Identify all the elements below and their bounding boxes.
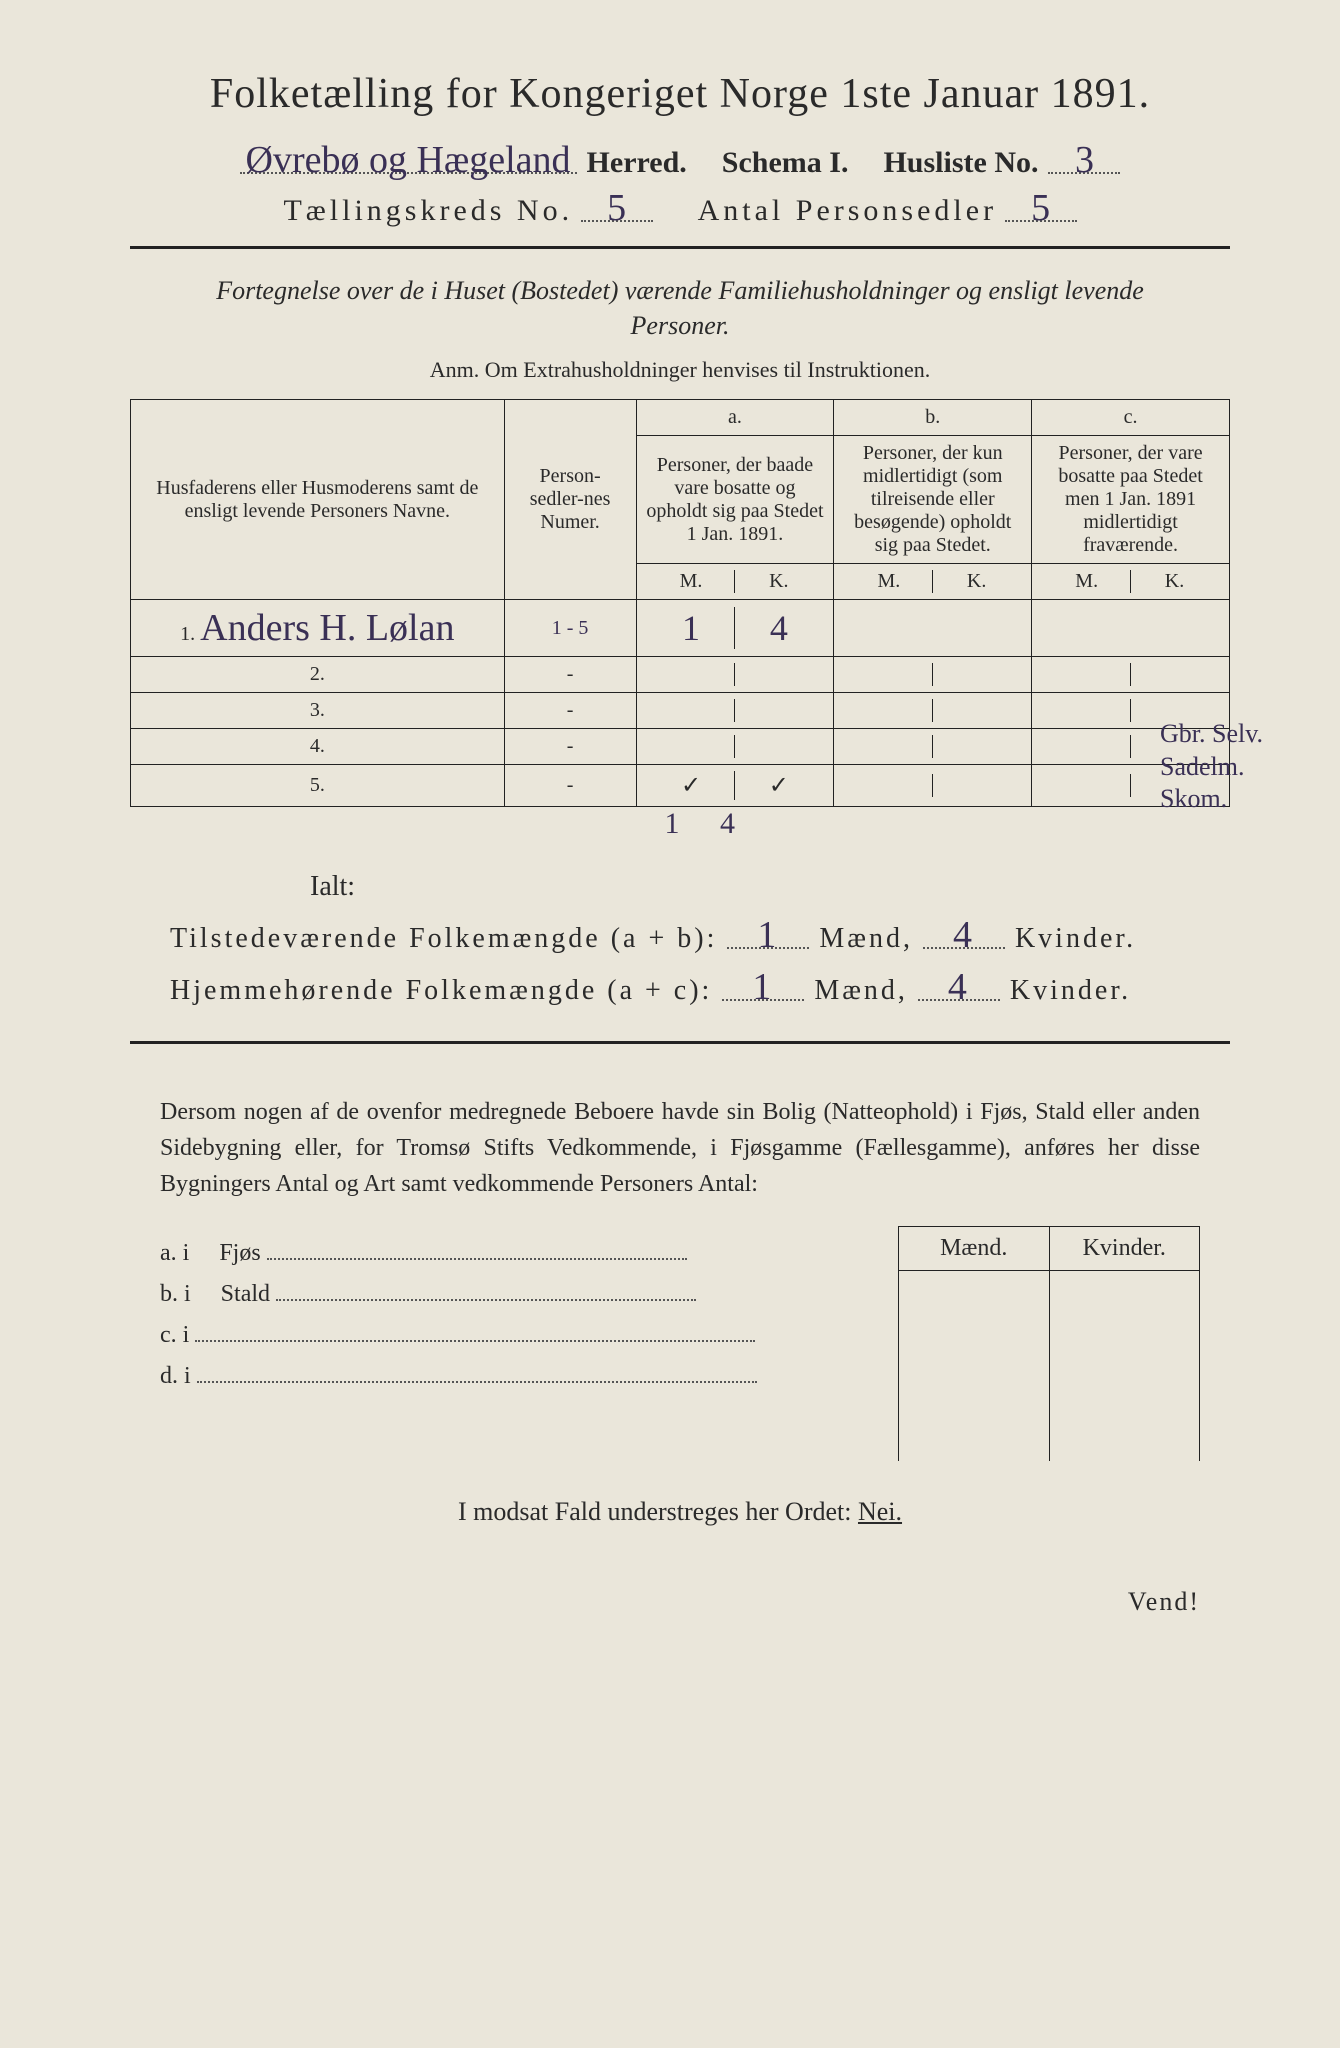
- mk-c: M.K.: [1032, 564, 1230, 600]
- row-d: d. i: [160, 1363, 898, 1390]
- ialt-label: Ialt:: [310, 871, 1230, 903]
- herred-label: Herred.: [587, 146, 687, 180]
- mk-m: Mænd.: [899, 1227, 1050, 1271]
- table-row: 2. -: [131, 657, 1230, 693]
- kreds-no: 5: [581, 186, 653, 222]
- divider: [130, 246, 1230, 249]
- header-line-2: Tællingskreds No. 5 Antal Personsedler 5: [130, 186, 1230, 228]
- row-a: a. i Fjøs: [160, 1240, 898, 1267]
- margin-note: Gbr. Selv. Sadelm. Skom.: [1160, 718, 1300, 816]
- census-table: Husfaderens eller Husmoderens samt de en…: [130, 399, 1230, 807]
- husliste-label: Husliste No.: [883, 146, 1038, 180]
- subtitle: Fortegnelse over de i Huset (Bostedet) v…: [190, 273, 1170, 343]
- col-num: Person-sedler-nes Numer.: [504, 400, 636, 600]
- page-title: Folketælling for Kongeriget Norge 1ste J…: [130, 70, 1230, 118]
- col-c-label: c.: [1032, 400, 1230, 436]
- table-row: 4. -: [131, 729, 1230, 765]
- husliste-no: 3: [1048, 138, 1120, 174]
- col-b: Personer, der kun midlertidigt (som tilr…: [834, 436, 1032, 564]
- header-line-1: Øvrebø og Hægeland Herred. Schema I. Hus…: [130, 138, 1230, 180]
- schema-label: Schema I.: [722, 146, 849, 180]
- table-row: 5. - ✓✓: [131, 765, 1230, 807]
- divider: [130, 1041, 1230, 1044]
- sedler-no: 5: [1005, 186, 1077, 222]
- col-b-label: b.: [834, 400, 1032, 436]
- sedler-label: Antal Personsedler: [698, 194, 997, 227]
- nei-line: I modsat Fald understreges her Ordet: Ne…: [130, 1497, 1230, 1527]
- row-c: c. i: [160, 1322, 898, 1349]
- row-b: b. i Stald: [160, 1281, 898, 1308]
- col-a: Personer, der baade vare bosatte og opho…: [636, 436, 834, 564]
- col-a-label: a.: [636, 400, 834, 436]
- vend-label: Vend!: [130, 1587, 1200, 1617]
- mk-box: Mænd. Kvinder.: [898, 1226, 1200, 1461]
- col-name: Husfaderens eller Husmoderens samt de en…: [131, 400, 505, 600]
- sum-resident: Hjemmehørende Folkemængde (a + c): 1 Mæn…: [170, 965, 1230, 1007]
- column-totals: 1 4: [647, 807, 1230, 841]
- mk-a: M.K.: [636, 564, 834, 600]
- anm-note: Anm. Om Extrahusholdninger henvises til …: [130, 357, 1230, 383]
- sum-present: Tilstedeværende Folkemængde (a + b): 1 M…: [170, 913, 1230, 955]
- table-row: 1. Anders H. Lølan 1 - 5 14: [131, 600, 1230, 657]
- outbuilding-paragraph: Dersom nogen af de ovenfor medregnede Be…: [160, 1094, 1200, 1202]
- mk-k: Kvinder.: [1050, 1227, 1200, 1271]
- outbuilding-grid: a. i Fjøs b. i Stald c. i d. i Mænd.: [160, 1226, 1200, 1461]
- col-c: Personer, der vare bosatte paa Stedet me…: [1032, 436, 1230, 564]
- table-row: 3. -: [131, 693, 1230, 729]
- mk-b: M.K.: [834, 564, 1032, 600]
- kreds-label: Tællingskreds No.: [283, 194, 573, 227]
- herred-name: Øvrebø og Hægeland: [240, 138, 577, 174]
